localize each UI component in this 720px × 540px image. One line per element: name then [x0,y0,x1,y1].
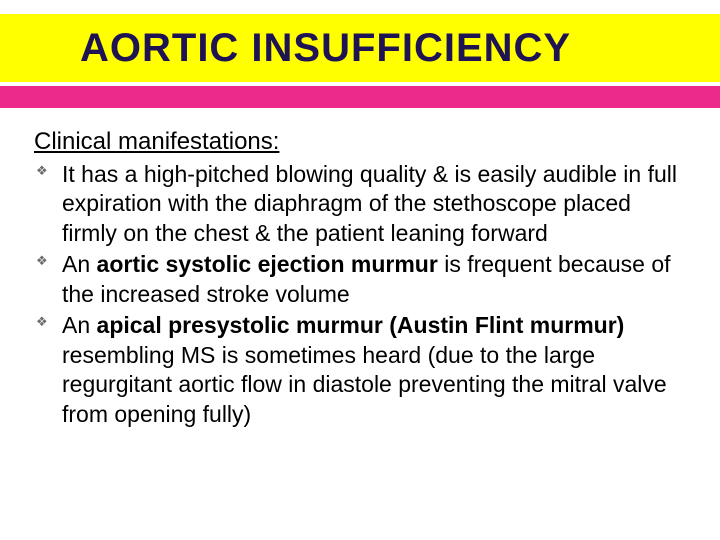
content-heading: Clinical manifestations: [34,128,690,156]
bullet-text: It has a high-pitched blowing quality & … [62,161,677,246]
bullet-bold: apical presystolic murmur (Austin Flint … [97,312,625,338]
bullet-text: An [62,312,97,338]
accent-bar [0,86,720,108]
bullet-list: It has a high-pitched blowing quality & … [34,160,690,429]
list-item: An aortic systolic ejection murmur is fr… [34,250,690,309]
list-item: It has a high-pitched blowing quality & … [34,160,690,248]
slide-title: AORTIC INSUFFICIENCY [80,26,571,71]
bullet-text: An [62,251,97,277]
title-band: AORTIC INSUFFICIENCY [0,14,720,82]
list-item: An apical presystolic murmur (Austin Fli… [34,311,690,429]
slide: AORTIC INSUFFICIENCY Clinical manifestat… [0,0,720,540]
bullet-bold: aortic systolic ejection murmur [97,251,438,277]
content-area: Clinical manifestations: It has a high-p… [34,128,690,431]
bullet-text: resembling MS is sometimes heard (due to… [62,342,667,427]
